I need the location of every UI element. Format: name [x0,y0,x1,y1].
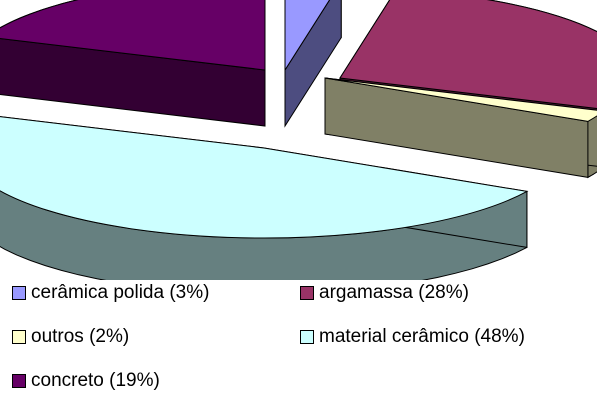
legend-item: material cerâmico (48%) [300,326,525,348]
legend-item: outros (2%) [12,326,129,348]
legend-label: outros (2%) [31,326,130,347]
legend-label: argamassa (28%) [319,282,469,303]
legend-item: argamassa (28%) [300,282,469,304]
legend-item: concreto (19%) [12,370,160,392]
legend-item: cerâmica polida (3%) [12,282,209,304]
legend-label: concreto (19%) [31,370,160,391]
legend-swatch [12,330,26,344]
legend-label: cerâmica polida (3%) [31,282,210,303]
pie-slice-outros [324,77,597,122]
legend-swatch [300,286,314,300]
legend: cerâmica polida (3%) argamassa (28%) outro… [12,282,597,398]
pie-slice-cerâmica-polida [284,0,331,72]
pie-slice-side [324,77,597,179]
legend-label: material cerâmico (48%) [319,326,525,347]
legend-swatch [12,286,26,300]
pie-slice-concreto [0,0,266,71]
pie-slice-material-cerâmico [0,116,529,239]
legend-swatch [12,374,26,388]
legend-swatch [300,330,314,344]
pie-chart [0,0,597,280]
pie-slice-argamassa [339,0,597,110]
